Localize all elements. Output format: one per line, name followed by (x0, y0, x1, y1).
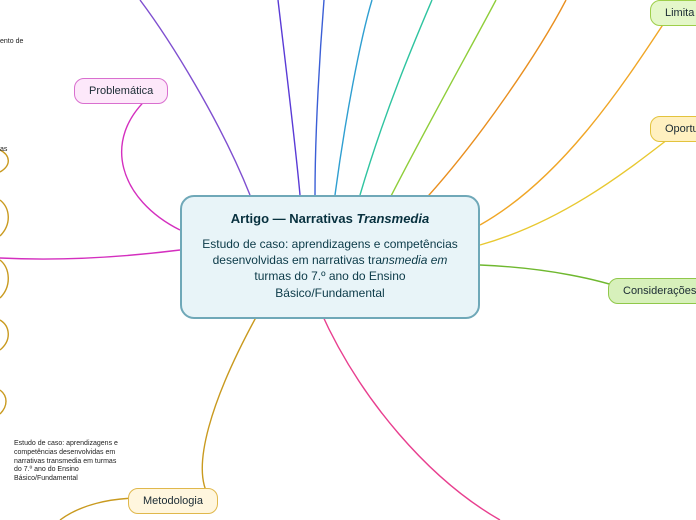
center-node[interactable]: Artigo — Narrativas Transmedia Estudo de… (180, 195, 480, 319)
center-line2b: nsmedia em (382, 253, 447, 267)
branch-problematica[interactable]: Problemática (74, 78, 168, 104)
center-title-prefix: Artigo — Narrativas (231, 211, 357, 226)
fragment-mid: as (0, 146, 7, 155)
fragment-bottom: Estudo de caso: aprendizagens e competên… (14, 440, 144, 484)
center-line4: Básico/Fundamental (275, 286, 384, 300)
center-line1: Estudo de caso: aprendizagens e competên… (202, 237, 458, 251)
mindmap-canvas: Artigo — Narrativas Transmedia Estudo de… (0, 0, 696, 520)
center-body: Estudo de caso: aprendizagens e competên… (200, 236, 460, 301)
center-title-italic: Transmedia (356, 211, 429, 226)
branch-metodologia[interactable]: Metodologia (128, 488, 218, 514)
branch-limitacoes[interactable]: Limita (650, 0, 696, 26)
center-title: Artigo — Narrativas Transmedia (200, 211, 460, 226)
branch-oportunidades[interactable]: Oportun (650, 116, 696, 142)
fragment-top: ento de (0, 38, 23, 47)
center-line3: turmas do 7.º ano do Ensino (254, 269, 405, 283)
center-line2a: desenvolvidas em narrativas tra (213, 253, 382, 267)
branch-consideracoes[interactable]: Considerações fina (608, 278, 696, 304)
